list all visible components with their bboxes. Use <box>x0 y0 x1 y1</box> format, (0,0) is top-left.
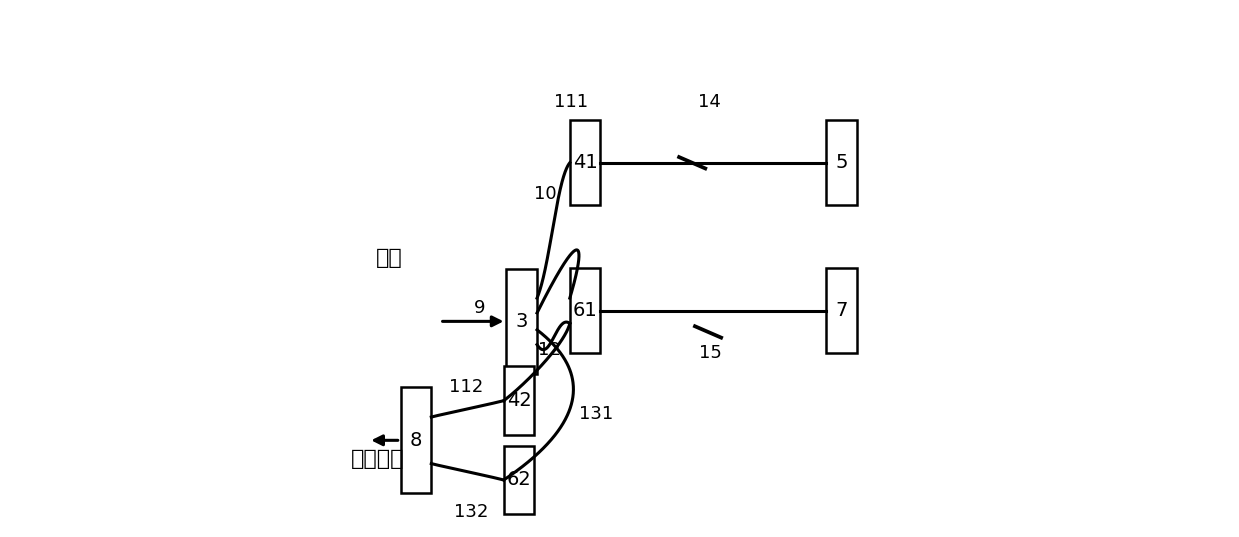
Text: 15: 15 <box>699 344 722 362</box>
Text: 111: 111 <box>554 93 589 111</box>
Text: 7: 7 <box>835 301 847 320</box>
Text: 3: 3 <box>515 312 528 331</box>
Text: 62: 62 <box>507 470 532 489</box>
Bar <box>826 120 857 205</box>
Text: 9: 9 <box>473 299 486 317</box>
Bar <box>400 388 431 493</box>
Bar <box>504 446 534 514</box>
Text: 42: 42 <box>507 391 532 410</box>
Text: 干涉输出: 干涉输出 <box>351 449 404 469</box>
Text: 131: 131 <box>579 405 613 423</box>
Text: 14: 14 <box>698 93 721 111</box>
Text: 10: 10 <box>534 185 556 204</box>
Text: 光源: 光源 <box>377 248 403 268</box>
Text: 8: 8 <box>410 431 422 450</box>
Bar <box>570 120 601 205</box>
Text: 61: 61 <box>572 301 597 320</box>
Bar <box>826 268 857 353</box>
Bar <box>507 268 536 374</box>
Bar <box>504 366 534 435</box>
Bar <box>570 268 601 353</box>
Text: 112: 112 <box>449 379 483 396</box>
Text: 132: 132 <box>455 503 488 521</box>
Text: 12: 12 <box>538 342 561 359</box>
Text: 5: 5 <box>835 153 847 172</box>
Text: 41: 41 <box>572 153 597 172</box>
